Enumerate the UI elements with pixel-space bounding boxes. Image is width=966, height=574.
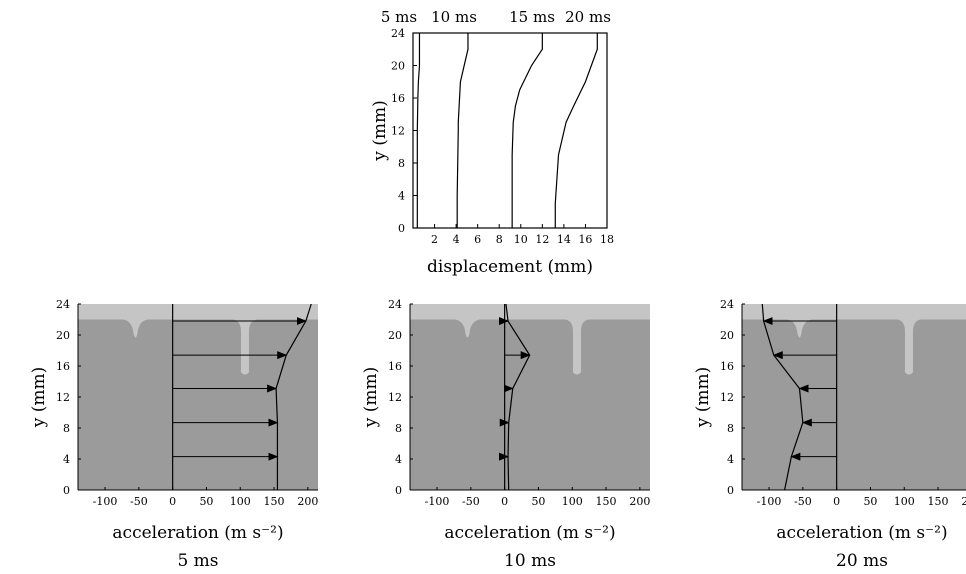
x-tick-label: -100: [757, 495, 782, 508]
y-tick-label: 4: [395, 453, 402, 466]
y-tick-label: 24: [56, 298, 70, 311]
background-dark: [78, 319, 318, 490]
x-tick-label: 150: [928, 495, 949, 508]
y-tick-label: 20: [391, 60, 405, 73]
y-axis-label: y (mm): [361, 367, 381, 429]
x-tick-label: -50: [794, 495, 812, 508]
y-tick-label: 24: [391, 27, 405, 40]
y-tick-label: 0: [63, 484, 70, 497]
x-tick-label: 16: [578, 233, 592, 246]
y-tick-label: 20: [56, 329, 70, 342]
x-tick-label: 2: [431, 233, 438, 246]
x-tick-label: 200: [961, 495, 966, 508]
series-line-3: [511, 33, 543, 228]
y-tick-label: 0: [398, 222, 405, 235]
x-tick-label: 12: [535, 233, 549, 246]
y-tick-label: 24: [388, 298, 402, 311]
x-tick-label: 0: [501, 495, 508, 508]
x-tick-label: 4: [453, 233, 460, 246]
y-tick-label: 16: [720, 360, 734, 373]
y-tick-label: 16: [56, 360, 70, 373]
y-tick-label: 0: [727, 484, 734, 497]
y-tick-label: 16: [388, 360, 402, 373]
acceleration-chart-20ms: -100 -50 0 50 100 150 200 0 4 8 12 16 20 24 accelerati…: [693, 298, 966, 571]
y-tick-label: 4: [63, 453, 70, 466]
x-tick-label: -50: [462, 495, 480, 508]
x-tick-label: -50: [130, 495, 148, 508]
y-tick-label: 24: [720, 298, 734, 311]
series-line-4: [554, 33, 598, 228]
x-tick-label: 100: [894, 495, 915, 508]
x-tick-label: 200: [297, 495, 318, 508]
series-label: 10 ms: [431, 8, 477, 26]
x-axis-label: acceleration (m s⁻²): [112, 523, 283, 543]
x-tick-label: 200: [629, 495, 650, 508]
x-tick-label: 150: [264, 495, 285, 508]
x-axis-label: displacement (mm): [427, 257, 593, 277]
x-tick-label: 10: [514, 233, 528, 246]
plot-frame: [412, 32, 608, 229]
y-tick-label: 20: [720, 329, 734, 342]
series-label: 20 ms: [565, 8, 611, 26]
y-tick-label: 8: [727, 422, 734, 435]
series-label: 15 ms: [509, 8, 555, 26]
series-line-1: [416, 33, 421, 228]
series-label: 5 ms: [381, 8, 417, 26]
y-tick-label: 4: [398, 190, 405, 203]
x-tick-label: 18: [600, 233, 614, 246]
y-axis-label: y (mm): [370, 100, 390, 162]
x-tick-label: 0: [833, 495, 840, 508]
x-axis-label: acceleration (m s⁻²): [444, 523, 615, 543]
acceleration-chart-5ms: -100 -50 0 50 100 150 200 0 4 8 12 16 20 24 accelerati…: [29, 298, 318, 571]
panel-title: 5 ms: [177, 551, 218, 571]
y-tick-label: 0: [395, 484, 402, 497]
x-tick-label: 14: [557, 233, 571, 246]
background-dark: [410, 319, 650, 490]
x-tick-label: 50: [199, 495, 213, 508]
x-tick-label: -100: [93, 495, 118, 508]
panel-title: 10 ms: [504, 551, 556, 571]
y-tick-label: 12: [391, 125, 405, 138]
x-tick-label: 50: [531, 495, 545, 508]
y-tick-label: 20: [388, 329, 402, 342]
y-tick-label: 8: [63, 422, 70, 435]
panel-title: 20 ms: [836, 551, 888, 571]
x-tick-label: 8: [496, 233, 503, 246]
x-tick-label: 0: [169, 495, 176, 508]
series-line-2: [456, 33, 469, 228]
y-tick-label: 4: [727, 453, 734, 466]
acceleration-chart-10ms: -100 -50 0 50 100 150 200 0 4 8 12 16 20 24 accelerati…: [361, 298, 650, 571]
x-tick-label: 100: [562, 495, 583, 508]
x-tick-label: 6: [474, 233, 481, 246]
y-tick-label: 12: [388, 391, 402, 404]
x-tick-label: 100: [230, 495, 251, 508]
x-tick-label: 150: [596, 495, 617, 508]
x-tick-label: 50: [863, 495, 877, 508]
y-axis-label: y (mm): [693, 367, 713, 429]
x-tick-label: -100: [425, 495, 450, 508]
y-axis-label: y (mm): [29, 367, 49, 429]
background-dark: [742, 319, 966, 490]
y-tick-label: 16: [391, 92, 405, 105]
y-tick-label: 12: [56, 391, 70, 404]
y-tick-label: 12: [720, 391, 734, 404]
y-tick-label: 8: [398, 157, 405, 170]
x-axis-label: acceleration (m s⁻²): [776, 523, 947, 543]
y-tick-label: 8: [395, 422, 402, 435]
